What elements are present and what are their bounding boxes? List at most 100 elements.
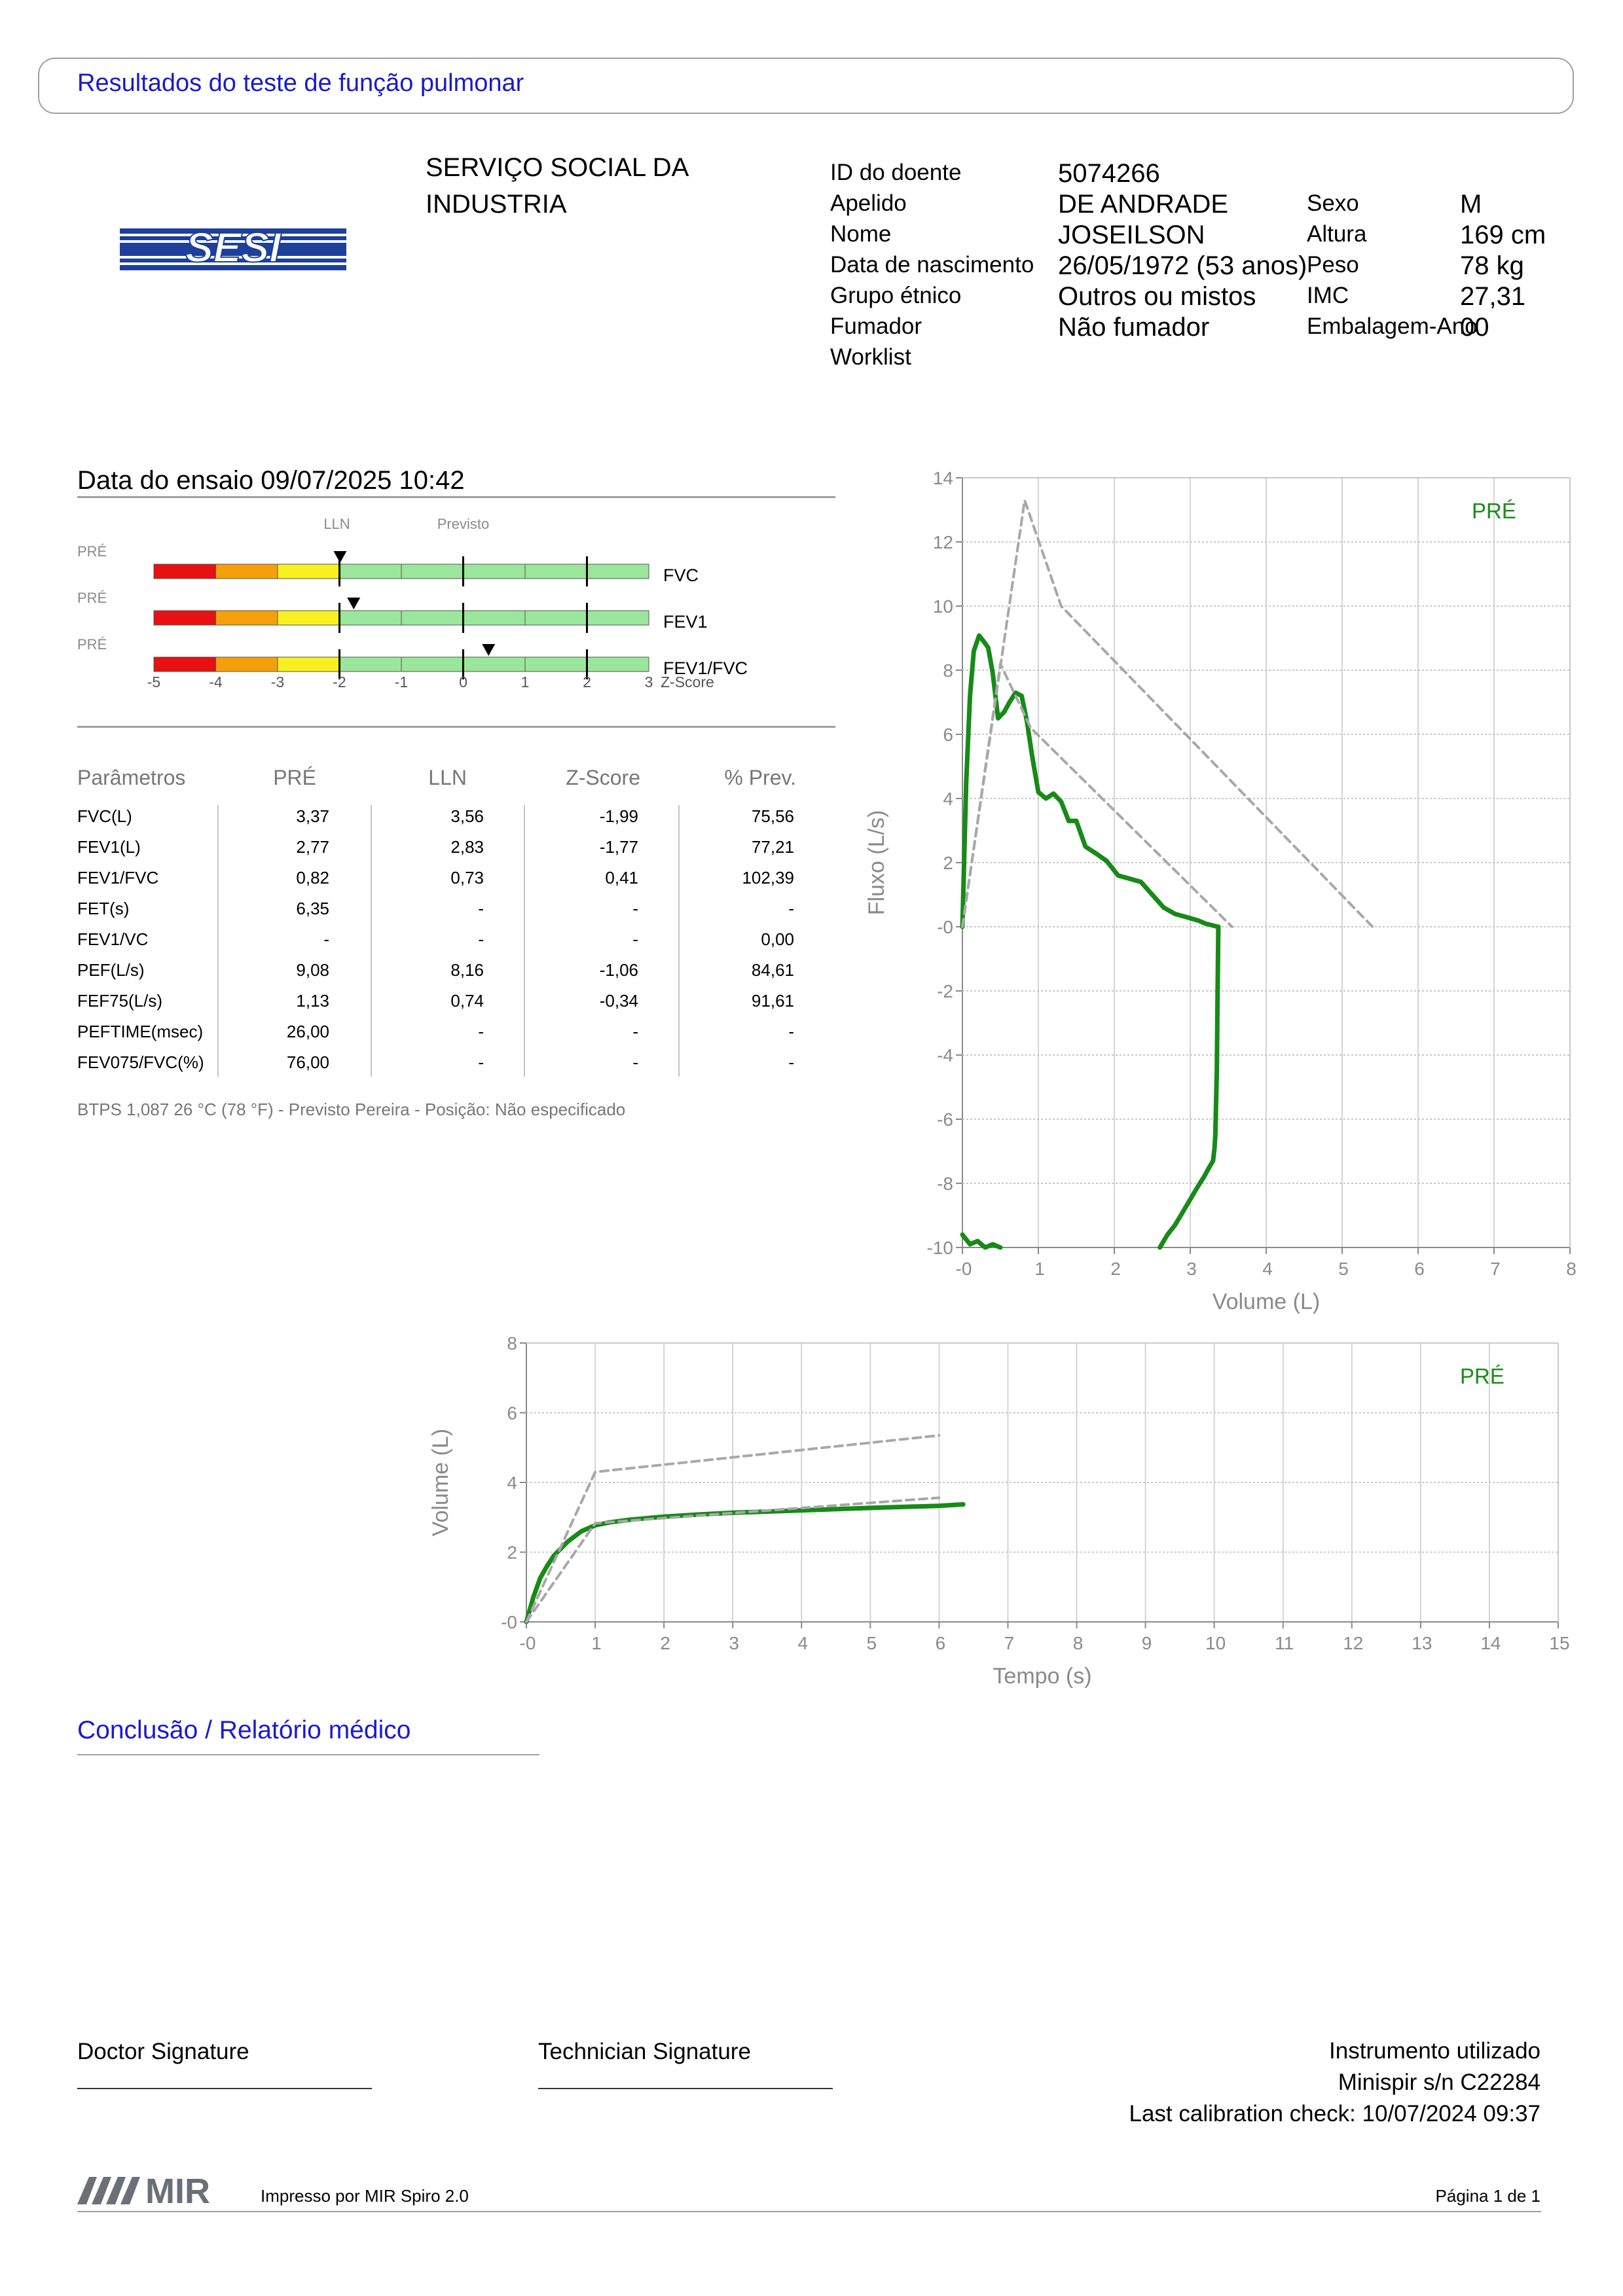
table-cell: 3,37 — [296, 806, 329, 826]
y-tick-label: -6 — [937, 1109, 953, 1130]
table-cell: 1,13 — [296, 991, 329, 1011]
predicted-curve — [961, 662, 1233, 928]
instrument-serial: Minispir s/n C22284 — [1338, 2070, 1541, 2095]
x-tick-label: -0 — [956, 1259, 972, 1279]
table-cell: - — [478, 929, 484, 949]
zscore-segment — [153, 656, 216, 672]
zscore-segment — [277, 656, 340, 672]
zscore-segment — [215, 656, 278, 672]
sex-label: Sexo — [1307, 190, 1359, 216]
y-tick-label: 4 — [507, 1473, 517, 1493]
x-tick-label: 5 — [867, 1633, 877, 1653]
ethnic-group-label: Grupo étnico — [830, 283, 962, 308]
parameter-name: PEF(L/s) — [77, 960, 145, 980]
table-cell: - — [788, 1052, 794, 1072]
smoker-label: Fumador — [830, 314, 922, 339]
x-tick-label: 7 — [1004, 1633, 1015, 1653]
table-row: FEV1/VC - - - 0,00 — [77, 928, 811, 959]
page-number: Página 1 de 1 — [1435, 2186, 1541, 2206]
table-row: FVC(L) 3,37 3,56 -1,99 75,56 — [77, 805, 811, 836]
mir-logo-graphic: MIR — [77, 2172, 210, 2211]
table-row: FET(s) 6,35 - - - — [77, 897, 811, 928]
zscore-tick: -5 — [147, 673, 160, 691]
first-name-value: JOSEILSON — [1058, 221, 1205, 249]
table-cell: -1,06 — [599, 960, 638, 980]
table-cell: - — [632, 1052, 638, 1072]
organization-line-1: SERVIÇO SOCIAL DA — [426, 153, 689, 182]
worklist-label: Worklist — [830, 344, 911, 370]
x-tick-label: 6 — [936, 1633, 946, 1653]
zscore-pointer — [333, 551, 347, 563]
patient-labels: ID do doente Apelido Nome Data de nascim… — [830, 157, 1034, 372]
zscore-tick: -2 — [333, 673, 346, 691]
conclusion-underline — [77, 1754, 539, 1755]
weight-label: Peso — [1307, 252, 1359, 278]
divider-top — [77, 496, 835, 498]
predicted-label: Previsto — [437, 516, 489, 532]
y-tick-label: 10 — [933, 596, 953, 617]
x-tick-label: 10 — [1205, 1633, 1226, 1653]
doctor-signature-line — [77, 2088, 372, 2089]
table-column-divider — [217, 805, 219, 1077]
zscore-tick: 1 — [521, 673, 530, 691]
measured-curve — [960, 1232, 1003, 1250]
table-header: Parâmetros PRÉ LLN Z-Score % Prev. — [77, 766, 811, 805]
flow-volume-svg: -0 1 2 3 4 5 6 7 81412108642-0-2-4-6-8-10Volume … — [864, 468, 1577, 1314]
height-value: 169 cm — [1460, 221, 1546, 249]
predicted-curve — [525, 1434, 941, 1623]
measurement-footnote: BTPS 1,087 26 °C (78 °F) - Previsto Pere… — [77, 1100, 626, 1119]
weight-value: 78 kg — [1460, 251, 1524, 280]
mir-logo-text: MIR — [145, 2172, 210, 2207]
table-cell: 2,83 — [450, 837, 484, 857]
y-tick-label: 8 — [507, 1333, 517, 1354]
table-cell: 0,82 — [296, 868, 329, 888]
measured-curve — [960, 633, 1221, 929]
y-axis-label: Fluxo (L/s) — [864, 810, 889, 916]
table-cell: 75,56 — [751, 806, 794, 826]
parameter-name: FET(s) — [77, 899, 130, 918]
ethnic-group-value: Outros ou mistos — [1058, 282, 1256, 311]
logo-text: SESI — [185, 228, 282, 270]
printed-by: Impresso por MIR Spiro 2.0 — [261, 2186, 469, 2206]
pack-years-label: Embalagem-Ano — [1307, 314, 1478, 339]
mir-logo: MIR — [77, 2172, 247, 2211]
x-tick-label: 7 — [1490, 1259, 1501, 1279]
x-axis-label: Volume (L) — [1213, 1289, 1320, 1314]
table-cell: 91,61 — [751, 991, 794, 1011]
x-tick-label: 6 — [1414, 1259, 1425, 1279]
bar-prefix-pre: PRÉ — [77, 543, 107, 560]
zscore-tick: -3 — [271, 673, 284, 691]
table-header-cell: PRÉ — [273, 766, 316, 789]
x-tick-label: 5 — [1338, 1259, 1349, 1279]
x-tick-label: 8 — [1073, 1633, 1084, 1653]
patient-labels-2: Sexo Altura Peso IMC Embalagem-Ano — [1307, 188, 1478, 342]
table-cell: 0,74 — [450, 991, 484, 1011]
x-tick-label: 1 — [591, 1633, 602, 1653]
y-tick-label: 2 — [507, 1543, 517, 1563]
table-cell: - — [632, 899, 638, 918]
table-header-cell: Z-Score — [566, 766, 640, 789]
bar-name: FVC — [663, 565, 699, 585]
zscore-segment — [215, 564, 278, 579]
parameter-name: FEV075/FVC(%) — [77, 1052, 204, 1072]
zscore-tick: 3 — [645, 673, 653, 691]
technician-signature-line — [538, 2088, 833, 2089]
surname-label: Apelido — [830, 190, 907, 216]
table-cell: - — [478, 899, 484, 918]
sex-value: M — [1460, 190, 1482, 219]
zscore-segment — [277, 564, 340, 579]
birth-date-value: 26/05/1972 (53 anos) — [1058, 251, 1307, 280]
x-tick-label: 8 — [1566, 1259, 1577, 1279]
table-column-divider — [678, 805, 680, 1077]
x-tick-label: 12 — [1343, 1633, 1363, 1653]
test-date: Data do ensaio 09/07/2025 10:42 — [77, 466, 465, 495]
birth-date-label: Data de nascimento — [830, 252, 1034, 278]
measured-curve — [524, 1502, 966, 1624]
table-cell: - — [632, 929, 638, 949]
table-cell: 6,35 — [296, 899, 329, 918]
x-tick-label: 3 — [729, 1633, 739, 1653]
zscore-axis-label: Z-Score — [661, 673, 714, 691]
zscore-tick: -1 — [395, 673, 408, 691]
table-row: PEFTIME(msec) 26,00 - - - — [77, 1020, 811, 1051]
y-tick-label: -0 — [937, 917, 953, 937]
